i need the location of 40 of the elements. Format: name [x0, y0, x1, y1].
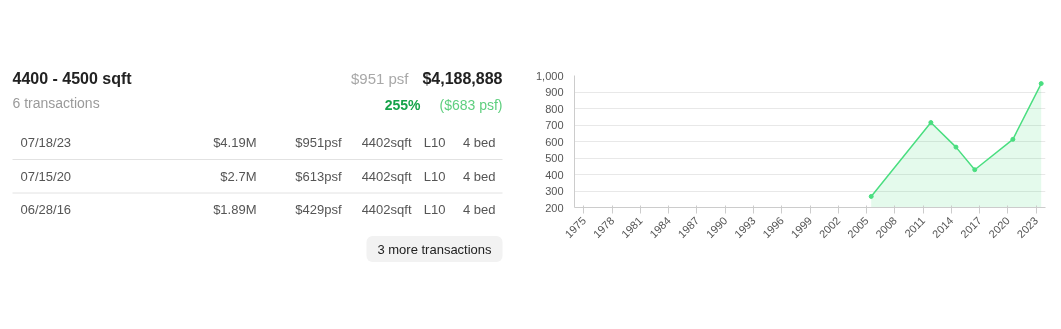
- text: 4 bed: [462, 135, 496, 150]
- point: [972, 167, 978, 173]
- text: $1.89M: [213, 202, 257, 217]
- text: L10: [423, 135, 446, 150]
- y-tick-label: 800: [545, 102, 564, 115]
- y-tick-label: 400: [545, 168, 564, 181]
- y-tick-label: 300: [545, 185, 564, 197]
- text: 4402sqft: [361, 202, 412, 217]
- text: 07/15/20: [20, 168, 72, 184]
- text: 07/18/23: [20, 135, 72, 150]
- text: 4400 - 4500 sqft: [12, 70, 133, 87]
- text: 4402sqft: [361, 168, 412, 184]
- text: L10: [423, 168, 446, 184]
- text: L10: [423, 202, 446, 217]
- y-tick-label: 700: [545, 119, 564, 131]
- text: $613psf: [295, 168, 342, 184]
- text: $2.7M: [220, 168, 257, 184]
- y-tick-label: 200: [545, 201, 564, 214]
- text: 4 bed: [462, 168, 496, 184]
- text: $4,188,888: [422, 70, 503, 87]
- text: $429psf: [295, 202, 342, 217]
- text: $4.19M: [213, 135, 257, 150]
- y-tick-label: 900: [545, 86, 564, 98]
- point: [868, 193, 874, 199]
- text: $951psf: [295, 135, 342, 150]
- point: [928, 120, 934, 126]
- y-tick-label: 600: [545, 135, 564, 148]
- text: 4 bed: [462, 202, 496, 217]
- text: 06/28/16: [20, 202, 72, 217]
- text: 4402sqft: [361, 135, 412, 150]
- y-tick-label: 500: [545, 152, 564, 164]
- text: 3 more transactions: [377, 241, 493, 257]
- text: ($683 psf): [439, 96, 503, 113]
- point: [953, 144, 959, 150]
- y-tick-label: 1,000: [535, 69, 564, 82]
- point: [1010, 136, 1016, 142]
- point: [1038, 81, 1044, 87]
- text: 6 transactions: [12, 94, 100, 111]
- text: 255%: [384, 96, 422, 113]
- text: $951 psf: [350, 70, 410, 87]
